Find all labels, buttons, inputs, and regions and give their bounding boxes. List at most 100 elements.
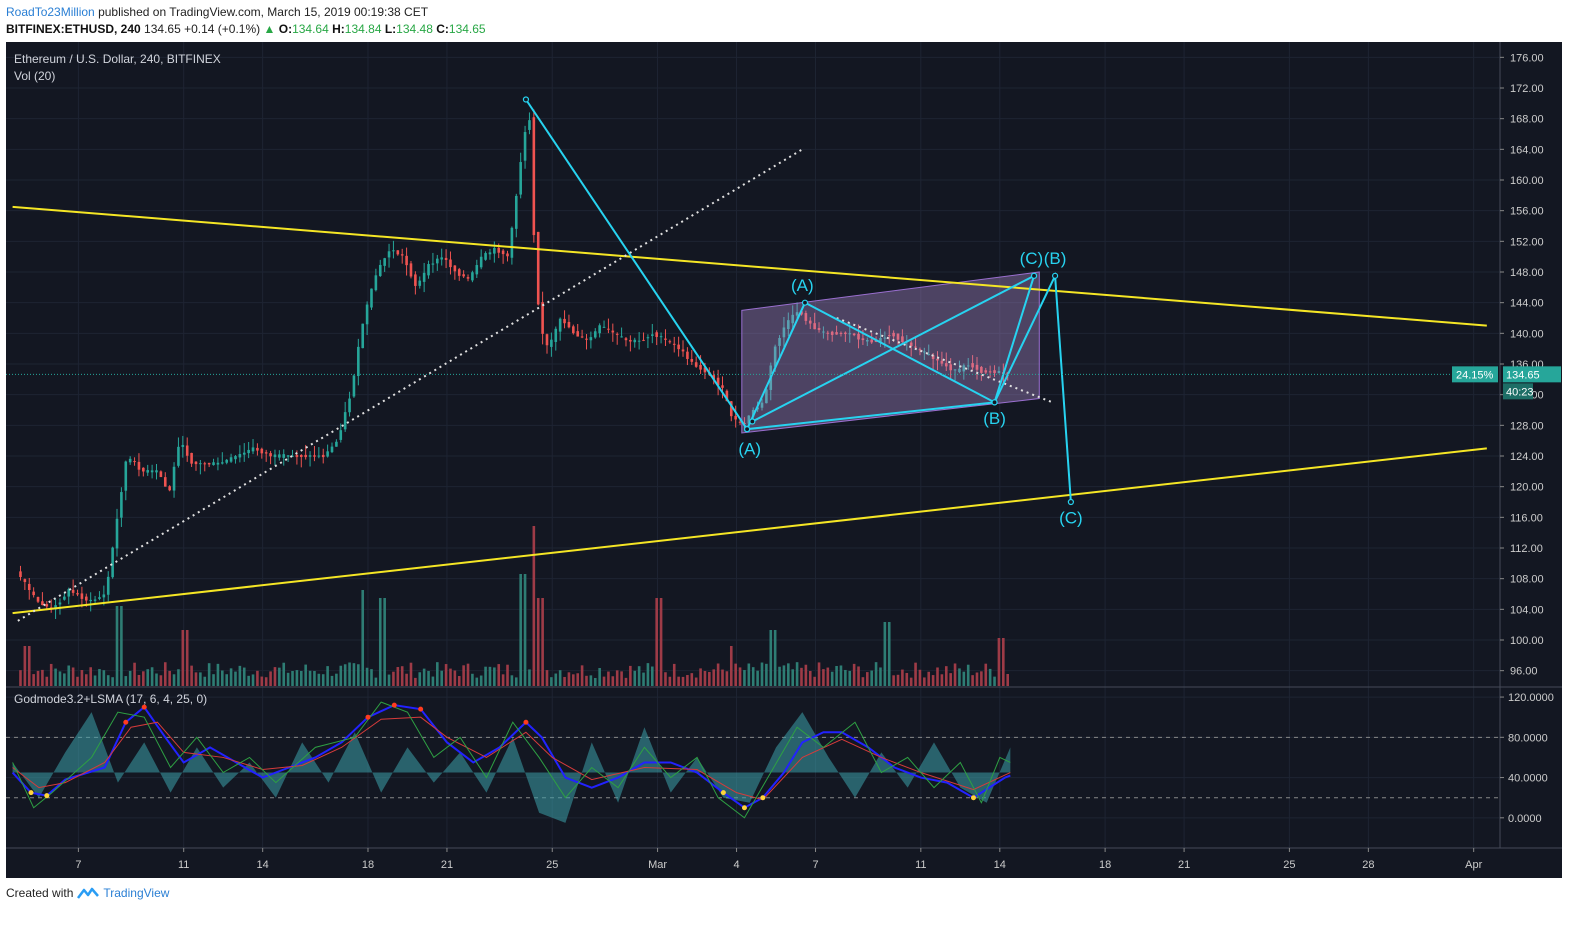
volume-bar bbox=[830, 671, 834, 686]
time-tick-label: 7 bbox=[75, 859, 81, 871]
candle-body bbox=[940, 360, 944, 364]
volume-bar bbox=[778, 666, 781, 686]
candle-body bbox=[41, 601, 44, 606]
volume-bar bbox=[550, 677, 553, 686]
candle-body bbox=[984, 370, 988, 373]
candle-body bbox=[690, 359, 694, 362]
price-tick-label: 120.00 bbox=[1510, 482, 1544, 494]
volume-bar bbox=[901, 669, 904, 686]
candle-body bbox=[278, 454, 281, 458]
volume-bar bbox=[844, 669, 847, 686]
candle-body bbox=[580, 336, 584, 338]
volume-bar bbox=[89, 667, 92, 686]
time-tick-label: 14 bbox=[994, 859, 1006, 871]
volume-bar bbox=[756, 670, 759, 686]
price-tick-label: 128.00 bbox=[1510, 420, 1544, 432]
candle-body bbox=[142, 467, 145, 472]
candle-body bbox=[826, 332, 830, 334]
candle-body bbox=[949, 364, 952, 371]
volume-bar bbox=[572, 674, 575, 686]
candle-body bbox=[357, 346, 360, 377]
volume-bar bbox=[914, 662, 917, 686]
price-tick-label: 104.00 bbox=[1510, 604, 1544, 616]
candle-body bbox=[808, 320, 812, 324]
candle-body bbox=[651, 334, 654, 336]
candle-body bbox=[229, 457, 233, 462]
volume-bar bbox=[795, 662, 799, 686]
chart-canvas[interactable]: (A)(A)(B)(C) (B)(C)96.00100.00104.00108.0… bbox=[6, 42, 1562, 878]
volume-bar bbox=[949, 673, 952, 686]
candle-body bbox=[642, 339, 645, 341]
up-arrow-icon: ▲ bbox=[263, 22, 276, 36]
author-link[interactable]: RoadTo23Million bbox=[6, 5, 95, 19]
volume-bar bbox=[541, 598, 544, 686]
price-tick-label: 140.00 bbox=[1510, 328, 1544, 340]
volume-bar bbox=[690, 673, 694, 686]
candle-body bbox=[927, 354, 931, 356]
publish-line: RoadTo23Million published on TradingView… bbox=[6, 4, 486, 21]
candle-body bbox=[664, 338, 667, 340]
time-tick-label: 14 bbox=[257, 859, 269, 871]
volume-bar bbox=[510, 675, 514, 686]
volume-bar bbox=[545, 670, 549, 686]
candle-body bbox=[563, 318, 566, 324]
candle-body bbox=[879, 338, 882, 342]
candle-body bbox=[269, 453, 272, 457]
candle-body bbox=[427, 264, 430, 276]
volume-bar bbox=[703, 670, 707, 686]
candle-body bbox=[765, 389, 768, 404]
time-tick-label: 4 bbox=[733, 859, 739, 871]
footer: Created with TradingView bbox=[6, 886, 169, 900]
candle-body bbox=[225, 459, 228, 463]
volume-bar bbox=[514, 677, 518, 686]
osc-overbought-dot bbox=[418, 706, 424, 712]
last-price-badge bbox=[1503, 366, 1561, 383]
candle-body bbox=[133, 461, 136, 463]
candle-body bbox=[207, 462, 211, 465]
osc-overbought-dot bbox=[523, 719, 529, 725]
volume-bar bbox=[260, 676, 264, 686]
candle-body bbox=[163, 477, 167, 487]
volume-bar bbox=[980, 671, 983, 686]
wave-label: (A) bbox=[738, 440, 761, 459]
volume-bar bbox=[874, 662, 878, 686]
candle-body bbox=[672, 343, 676, 345]
osc-overbought-dot bbox=[365, 714, 371, 720]
wave-point bbox=[1030, 272, 1038, 279]
candle-body bbox=[962, 365, 966, 372]
candle-body bbox=[431, 263, 435, 265]
volume-bar bbox=[339, 665, 343, 686]
osc-overbought-dot bbox=[141, 704, 147, 710]
candle-body bbox=[299, 455, 303, 457]
volume-bar bbox=[484, 666, 487, 686]
tradingview-link[interactable]: TradingView bbox=[103, 886, 170, 900]
countdown-label: 40:23 bbox=[1506, 386, 1534, 398]
candle-body bbox=[348, 398, 351, 413]
candle-body bbox=[212, 462, 215, 466]
candle-body bbox=[313, 455, 316, 457]
volume-bar bbox=[453, 670, 457, 686]
low-label: L: bbox=[384, 22, 397, 36]
volume-bar bbox=[558, 670, 562, 686]
countdown-badge bbox=[1503, 383, 1533, 400]
volume-bar bbox=[760, 662, 764, 686]
volume-bar bbox=[633, 670, 637, 686]
candle-body bbox=[944, 363, 948, 367]
candle-body bbox=[971, 363, 974, 368]
candle-body bbox=[264, 452, 268, 454]
candle-body bbox=[466, 277, 470, 279]
wave-point bbox=[1051, 272, 1059, 279]
volume-bar bbox=[133, 662, 136, 686]
volume-bar bbox=[84, 674, 88, 686]
candle-body bbox=[528, 120, 531, 130]
volume-bar bbox=[497, 664, 501, 686]
candle-body bbox=[865, 340, 869, 342]
volume-bar bbox=[163, 662, 167, 686]
volume-bar bbox=[45, 676, 49, 686]
volume-bar bbox=[102, 670, 106, 686]
candle-body bbox=[914, 346, 917, 348]
volume-bar bbox=[414, 677, 417, 686]
volume-bar bbox=[694, 677, 698, 686]
candle-body bbox=[659, 336, 663, 338]
last-price: 134.65 bbox=[144, 22, 181, 36]
